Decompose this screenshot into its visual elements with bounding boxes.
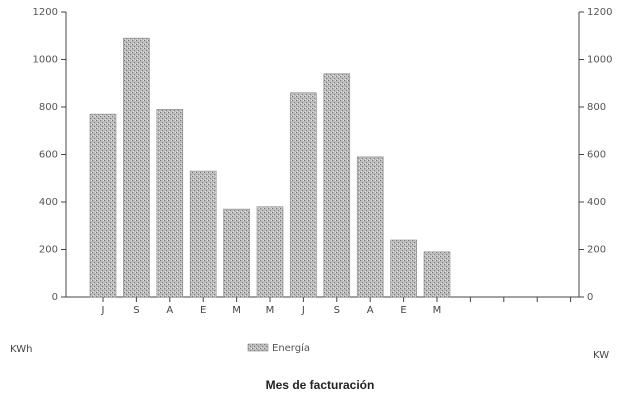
left-y-axis: 0 200 400 600 800 1000 1200 <box>33 7 67 303</box>
x-axis-title: Mes de facturación <box>266 378 375 392</box>
bar <box>189 170 217 298</box>
right-tick-label: 0 <box>587 292 593 303</box>
right-tick-label: 400 <box>587 197 606 208</box>
bar <box>423 251 451 298</box>
bar <box>290 92 317 298</box>
legend-swatch <box>247 343 269 352</box>
right-tick-label: 1200 <box>587 7 612 18</box>
bar <box>156 109 184 298</box>
category-label: E <box>200 305 206 316</box>
left-tick-label: 1000 <box>33 55 58 66</box>
category-label: J <box>301 305 305 316</box>
bar <box>356 156 384 298</box>
category-label: M <box>433 305 442 316</box>
bar-series <box>89 37 451 298</box>
left-unit-label: KWh <box>10 344 32 355</box>
legend: Energía <box>247 342 310 354</box>
bar <box>323 73 351 298</box>
left-tick-label: 0 <box>52 292 58 303</box>
left-tick-label: 600 <box>39 150 58 161</box>
bar <box>390 239 417 298</box>
category-label: S <box>133 305 139 316</box>
right-unit-label: KW <box>593 350 609 361</box>
left-tick-label: 800 <box>39 102 58 113</box>
bar <box>89 113 117 298</box>
bar <box>223 208 250 298</box>
category-label: M <box>266 305 275 316</box>
right-tick-label: 800 <box>587 102 606 113</box>
x-axis <box>66 296 579 302</box>
right-tick-label: 600 <box>587 150 606 161</box>
left-tick-label: 1200 <box>33 7 58 18</box>
bar <box>256 206 284 298</box>
bar <box>123 37 150 298</box>
category-label: M <box>232 305 241 316</box>
left-tick-label: 400 <box>39 197 58 208</box>
category-label: A <box>367 305 374 316</box>
legend-label: Energía <box>272 342 310 354</box>
left-tick-label: 200 <box>39 245 58 256</box>
category-label: E <box>400 305 406 316</box>
category-label: A <box>166 305 173 316</box>
right-tick-label: 200 <box>587 245 606 256</box>
category-label: S <box>334 305 340 316</box>
right-y-axis: 0 200 400 600 800 1000 1200 <box>578 7 612 303</box>
category-label: J <box>101 305 105 316</box>
right-tick-label: 1000 <box>587 55 612 66</box>
